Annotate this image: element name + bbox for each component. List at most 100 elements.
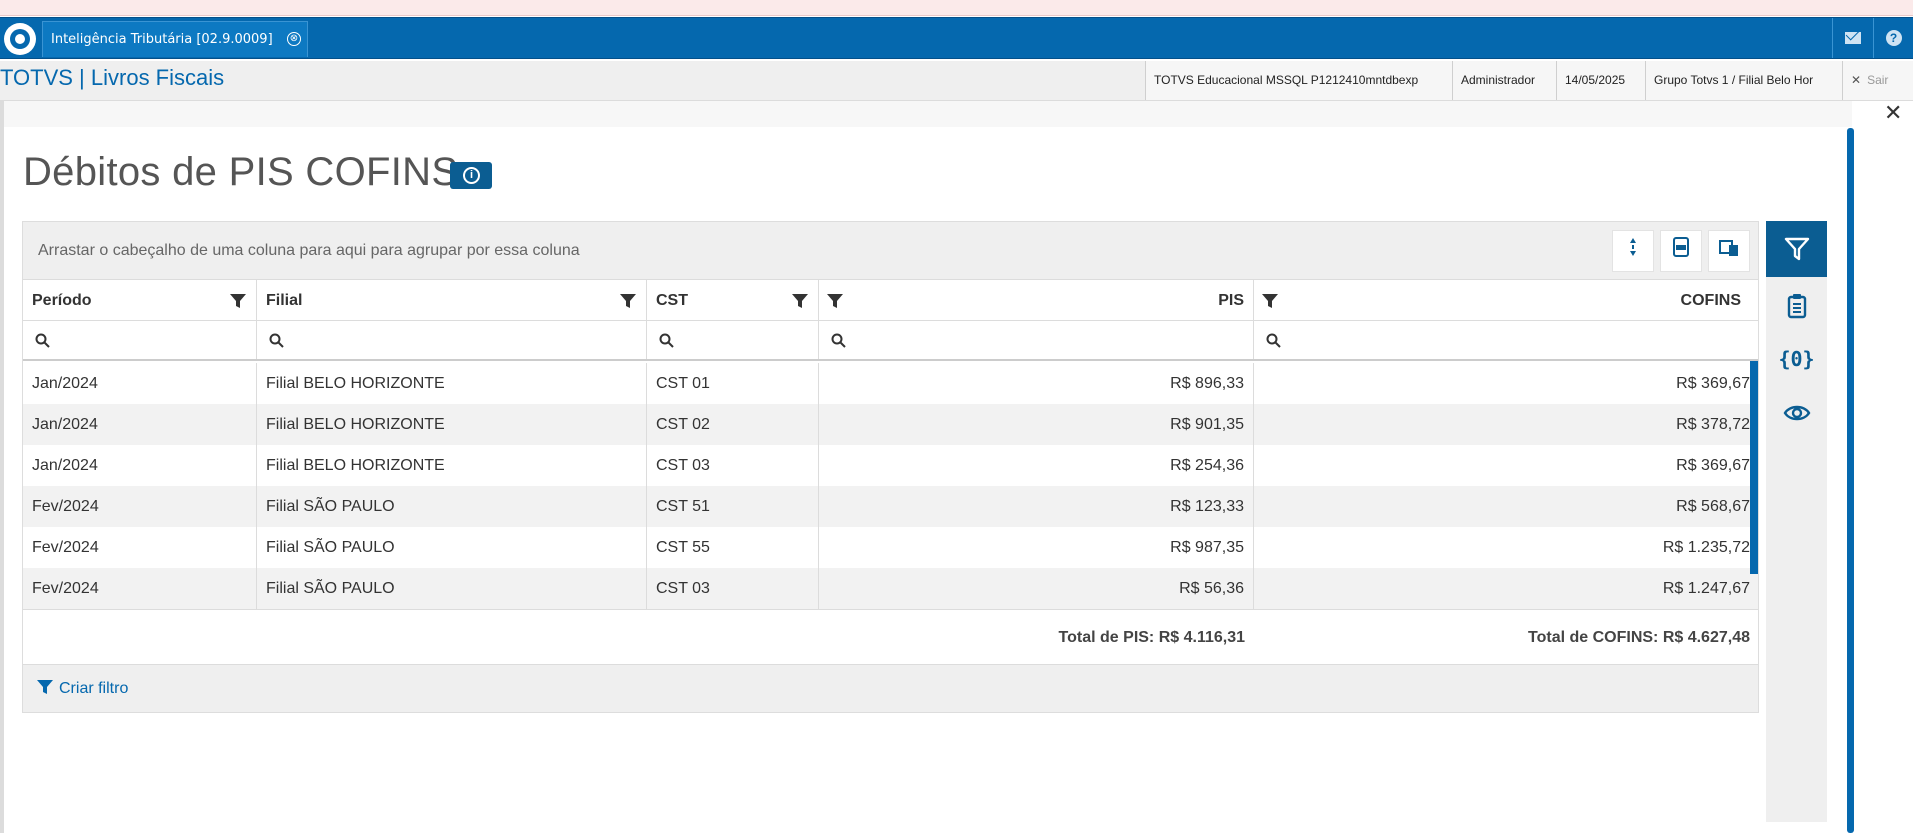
- environment-info: TOTVS Educacional MSSQL P1212410mntdbexp: [1145, 61, 1452, 100]
- mail-icon: [1844, 32, 1861, 45]
- cell-cofins: R$ 568,67: [1676, 498, 1750, 515]
- table-row[interactable]: Jan/2024 Filial BELO HORIZONTE CST 03 R$…: [23, 445, 1758, 486]
- xlsx-file-icon: [1673, 237, 1689, 257]
- cell-pis: R$ 987,35: [819, 527, 1254, 568]
- info-button[interactable]: i: [450, 162, 492, 189]
- search-input-filial[interactable]: [257, 321, 647, 359]
- exit-label: Sair: [1867, 73, 1889, 87]
- user-info: Administrador: [1452, 61, 1556, 100]
- page-scrollbar[interactable]: [1847, 128, 1854, 833]
- filter-funnel-icon[interactable]: [230, 293, 246, 309]
- export-xlsx-button[interactable]: [1660, 230, 1702, 272]
- left-edge: [0, 101, 4, 833]
- cell-periodo: Fev/2024: [23, 486, 257, 527]
- cell-periodo: Jan/2024: [23, 404, 257, 445]
- title-bar: Inteligência Tributária [02.9.0009] ⊗ ?: [0, 17, 1913, 59]
- search-icon: [659, 333, 674, 348]
- help-button[interactable]: ?: [1873, 18, 1913, 58]
- mail-button[interactable]: [1832, 18, 1872, 58]
- side-view-button[interactable]: [1766, 387, 1827, 443]
- filter-funnel-icon[interactable]: [792, 293, 808, 309]
- cell-filial: Filial BELO HORIZONTE: [257, 404, 647, 445]
- filter-funnel-icon[interactable]: [1262, 293, 1278, 309]
- total-pis: Total de PIS: R$ 4.116,31: [1058, 629, 1245, 646]
- cell-cst: CST 02: [647, 404, 819, 445]
- search-icon: [831, 333, 846, 348]
- cell-periodo: Jan/2024: [23, 363, 257, 404]
- cell-filial: Filial SÃO PAULO: [257, 568, 647, 609]
- column-header-periodo[interactable]: Período: [23, 280, 257, 320]
- search-icon: [269, 333, 284, 348]
- column-header-filial[interactable]: Filial: [257, 280, 647, 320]
- grid-footer: Criar filtro: [23, 665, 1758, 712]
- cell-cst: CST 55: [647, 527, 819, 568]
- column-header-label: CST: [656, 292, 688, 309]
- cell-periodo: Fev/2024: [23, 568, 257, 609]
- column-header-cst[interactable]: CST: [647, 280, 819, 320]
- app-header: TOTVS | Livros Fiscais TOTVS Educacional…: [0, 61, 1913, 101]
- table-row[interactable]: Fev/2024 Filial SÃO PAULO CST 51 R$ 123,…: [23, 486, 1758, 527]
- table-row[interactable]: Jan/2024 Filial BELO HORIZONTE CST 01 R$…: [23, 363, 1758, 404]
- tab-inteligencia-tributaria[interactable]: Inteligência Tributária [02.9.0009] ⊗: [42, 21, 308, 57]
- column-header-label: PIS: [1218, 292, 1244, 309]
- cell-filial: Filial SÃO PAULO: [257, 486, 647, 527]
- total-cofins: Total de COFINS: R$ 4.627,48: [1528, 629, 1750, 646]
- column-header-label: Período: [32, 292, 92, 309]
- cell-filial: Filial BELO HORIZONTE: [257, 363, 647, 404]
- json-braces-icon[interactable]: {0}: [1778, 347, 1815, 371]
- branch-info[interactable]: Grupo Totvs 1 / Filial Belo Hor: [1645, 61, 1842, 100]
- cell-cofins: R$ 378,72: [1676, 416, 1750, 433]
- window-columns-icon: [1719, 240, 1738, 256]
- cell-pis: R$ 896,33: [819, 363, 1254, 404]
- close-icon: ✕: [1851, 73, 1862, 87]
- side-filter-button[interactable]: [1766, 221, 1827, 277]
- tab-title: Inteligência Tributária [02.9.0009]: [51, 32, 273, 47]
- column-header-label: Filial: [266, 292, 303, 309]
- cell-cofins: R$ 369,67: [1676, 375, 1750, 392]
- cell-pis: R$ 56,36: [819, 568, 1254, 609]
- top-strip: [0, 0, 1913, 16]
- page-title: Débitos de PIS COFINS: [23, 150, 459, 194]
- column-header-pis[interactable]: PIS: [819, 280, 1254, 320]
- group-hint: Arrastar o cabeçalho de uma coluna para …: [38, 242, 580, 259]
- cell-pis: R$ 123,33: [819, 486, 1254, 527]
- side-clipboard-button[interactable]: [1766, 277, 1827, 333]
- search-input-cst[interactable]: [647, 321, 819, 359]
- cell-cofins: R$ 369,67: [1676, 457, 1750, 474]
- close-page-icon[interactable]: ✕: [1884, 100, 1903, 125]
- cell-cst: CST 03: [647, 568, 819, 609]
- cell-pis: R$ 254,36: [819, 445, 1254, 486]
- column-header-cofins[interactable]: COFINS: [1254, 280, 1758, 320]
- cell-pis: R$ 901,35: [819, 404, 1254, 445]
- create-filter-button[interactable]: Criar filtro: [37, 679, 128, 698]
- table-row[interactable]: Fev/2024 Filial SÃO PAULO CST 55 R$ 987,…: [23, 527, 1758, 568]
- tab-close-icon[interactable]: ⊗: [287, 32, 301, 46]
- search-icon: [1266, 333, 1281, 348]
- expand-rows-button[interactable]: [1612, 230, 1654, 272]
- filter-row: [23, 321, 1758, 361]
- filter-funnel-icon[interactable]: [827, 293, 843, 309]
- search-input-cofins[interactable]: [1254, 321, 1758, 359]
- grid-scrollbar[interactable]: [1750, 361, 1758, 574]
- content-top-band: [4, 101, 1852, 127]
- search-icon: [35, 333, 50, 348]
- vertical-arrows-icon: [1630, 238, 1636, 256]
- header-row: Período Filial CST PIS COFINS: [23, 280, 1758, 321]
- column-header-label: COFINS: [1680, 292, 1741, 309]
- table-row[interactable]: Fev/2024 Filial SÃO PAULO CST 03 R$ 56,3…: [23, 568, 1758, 609]
- columns-config-button[interactable]: [1708, 230, 1750, 272]
- search-input-periodo[interactable]: [23, 321, 257, 359]
- app-title: TOTVS | Livros Fiscais: [0, 65, 225, 90]
- totvs-logo-icon[interactable]: [4, 23, 36, 55]
- group-panel[interactable]: Arrastar o cabeçalho de uma coluna para …: [23, 222, 1758, 280]
- table-row[interactable]: Jan/2024 Filial BELO HORIZONTE CST 02 R$…: [23, 404, 1758, 445]
- info-icon: i: [463, 167, 480, 184]
- filter-funnel-icon: [37, 680, 53, 694]
- cell-filial: Filial SÃO PAULO: [257, 527, 647, 568]
- exit-button[interactable]: ✕ Sair: [1842, 61, 1913, 100]
- clipboard-icon: [1787, 294, 1806, 319]
- search-input-pis[interactable]: [819, 321, 1254, 359]
- cell-cst: CST 01: [647, 363, 819, 404]
- filter-funnel-icon[interactable]: [620, 293, 636, 309]
- side-toolbar: {0}: [1766, 221, 1827, 822]
